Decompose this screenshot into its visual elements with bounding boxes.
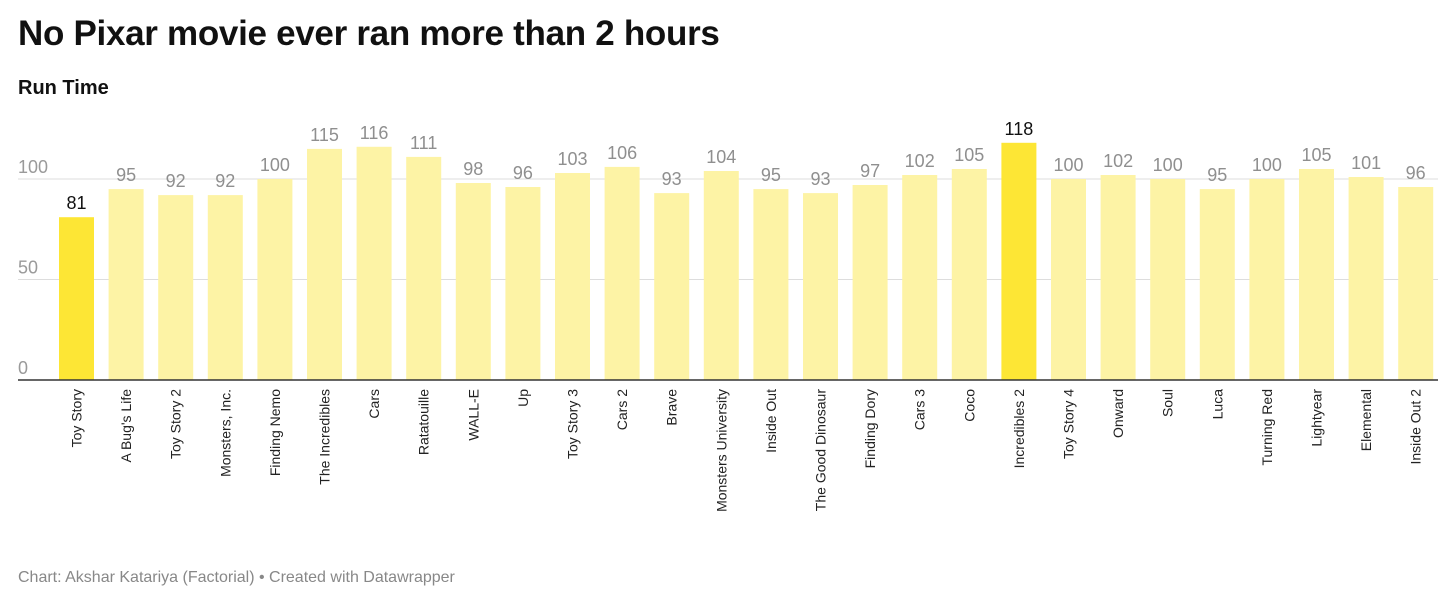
x-tick-label: Toy Story — [69, 389, 85, 447]
bar — [505, 187, 541, 380]
x-tick-label: The Good Dinosaur — [813, 389, 829, 512]
chart-subtitle: Run Time — [18, 77, 109, 99]
bar-chart: 0 50 100 81 Toy Story 95 A Bug's Life 92 Toy Sto… — [18, 119, 1438, 512]
x-tick-label: Monsters University — [713, 389, 729, 512]
data-label: 102 — [905, 151, 935, 171]
data-label: 98 — [463, 159, 483, 179]
bar — [654, 193, 690, 380]
x-tick-label: Toy Story 3 — [565, 389, 581, 459]
data-label: 115 — [310, 125, 339, 145]
x-tick-label: Toy Story 4 — [1061, 389, 1077, 459]
data-label: 111 — [410, 133, 437, 153]
bar — [951, 169, 987, 380]
bar — [1398, 187, 1434, 380]
x-tick-label: The Incredibles — [317, 389, 333, 485]
x-tick-label: Inside Out 2 — [1408, 389, 1424, 465]
y-tick-label: 0 — [18, 358, 28, 378]
bar — [803, 193, 838, 380]
data-label: 100 — [1153, 155, 1183, 175]
data-label: 102 — [1103, 151, 1133, 171]
x-tick-label: WALL-E — [465, 389, 481, 441]
bar — [1051, 179, 1086, 380]
y-tick-label: 100 — [18, 157, 48, 177]
data-label: 100 — [260, 155, 290, 175]
x-tick-label: Soul — [1160, 389, 1176, 417]
bar — [753, 189, 789, 380]
bar — [406, 156, 442, 380]
y-tick-label: 50 — [18, 258, 38, 278]
data-label: 95 — [761, 165, 781, 185]
data-label: 103 — [557, 149, 587, 169]
data-label: 95 — [1207, 165, 1227, 185]
bar — [257, 179, 293, 380]
data-label: 101 — [1351, 153, 1381, 173]
data-label: 96 — [1406, 163, 1426, 183]
x-tick-label: Monsters, Inc. — [217, 389, 233, 477]
x-tick-label: Elemental — [1358, 389, 1374, 451]
data-label: 81 — [66, 193, 86, 213]
bar — [356, 146, 392, 380]
bar — [207, 195, 243, 380]
x-tick-label: Ratatouille — [416, 389, 432, 455]
data-label: 95 — [116, 165, 136, 185]
x-tick-label: Onward — [1110, 389, 1126, 438]
data-label: 105 — [954, 145, 984, 165]
bar — [555, 173, 590, 380]
x-tick-label: Lightyear — [1309, 389, 1325, 447]
data-label: 96 — [513, 163, 533, 183]
data-label: 93 — [810, 169, 830, 189]
x-tick-label: Brave — [664, 389, 680, 426]
x-tick-label: A Bug's Life — [118, 389, 134, 463]
data-label: 104 — [706, 147, 736, 167]
chart-credit: Chart: Akshar Katariya (Factorial) • Cre… — [18, 569, 455, 586]
bar — [1348, 177, 1384, 380]
data-label: 97 — [860, 161, 880, 181]
bar — [59, 217, 94, 380]
chart-title: No Pixar movie ever ran more than 2 hour… — [18, 14, 720, 53]
x-tick-label: Cars 2 — [614, 389, 630, 430]
x-tick-label: Finding Dory — [862, 389, 878, 468]
x-tick-label: Incredibles 2 — [1011, 389, 1027, 469]
data-label: 118 — [1005, 119, 1034, 139]
bar — [604, 166, 640, 380]
bar — [158, 195, 194, 380]
x-tick-label: Cars — [366, 389, 382, 419]
data-label: 105 — [1301, 145, 1331, 165]
bar — [1299, 169, 1334, 380]
bar — [1199, 189, 1235, 380]
bar — [307, 148, 342, 380]
x-tick-label: Luca — [1209, 389, 1225, 420]
data-label: 100 — [1053, 155, 1083, 175]
x-tick-label: Toy Story 2 — [168, 389, 184, 459]
data-label: 106 — [607, 143, 637, 163]
bar — [1249, 179, 1285, 380]
data-label: 93 — [662, 169, 682, 189]
data-label: 92 — [215, 171, 235, 191]
x-tick-label: Finding Nemo — [267, 389, 283, 476]
x-tick-label: Up — [515, 389, 531, 407]
data-label: 92 — [166, 171, 186, 191]
bar — [1100, 175, 1136, 380]
data-label: 100 — [1252, 155, 1282, 175]
bar — [703, 171, 739, 380]
data-label: 116 — [360, 123, 389, 143]
bar — [902, 175, 938, 380]
x-tick-label: Coco — [961, 389, 977, 422]
x-tick-label: Inside Out — [763, 389, 779, 453]
bar — [108, 189, 144, 380]
x-tick-label: Cars 3 — [912, 389, 928, 430]
bar — [1001, 142, 1037, 380]
bar — [455, 183, 491, 380]
bar — [852, 185, 888, 380]
bar — [1150, 179, 1186, 380]
x-tick-label: Turning Red — [1259, 389, 1275, 466]
